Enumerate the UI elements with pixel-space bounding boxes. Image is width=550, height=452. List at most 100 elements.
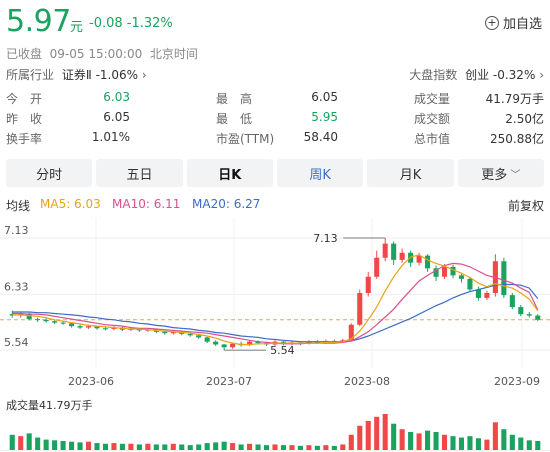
chevron-down-icon: ﹀ [510, 169, 521, 181]
add-to-watchlist-button[interactable]: + 加自选 [484, 13, 542, 32]
industry-link[interactable]: 所属行业 证券Ⅱ -1.06% › [6, 66, 147, 83]
candle [458, 272, 465, 283]
candle-body [60, 322, 66, 324]
ma20-value: MA20: 6.27 [192, 197, 261, 211]
stat-value-high: 6.05 [311, 90, 338, 104]
volume-bar [60, 441, 66, 450]
chevron-right-icon: › [141, 68, 147, 82]
candle-body [314, 341, 320, 344]
volume-bar [297, 445, 303, 450]
stat-value-open: 6.03 [103, 90, 130, 104]
stat-label-low: 最 低 [216, 112, 253, 126]
moving-average-legend: 均线 MA5: 6.03 MA10: 6.11 MA20: 6.27 前复权 [6, 197, 544, 213]
volume-chart [0, 414, 550, 451]
candle [170, 330, 176, 335]
tab-five-day[interactable]: 五日 [96, 159, 183, 187]
candle-body [348, 324, 354, 341]
stat-value-prev-close: 6.05 [103, 110, 130, 124]
stat-value-volume: 41.79万手 [485, 92, 544, 106]
y-tick-label: 5.54 [4, 336, 29, 349]
volume-bar [348, 434, 354, 450]
candle-body [136, 328, 142, 331]
candle-body [450, 266, 456, 276]
volume-bar [221, 441, 227, 450]
candle-body [162, 331, 168, 334]
volume-bar [475, 438, 481, 450]
volume-bar [391, 423, 397, 450]
candle [35, 317, 41, 322]
tab-daily-k[interactable]: 日K [186, 159, 273, 187]
volume-bar [18, 436, 24, 450]
stat-label-turnover-rate: 换手率 [6, 132, 43, 146]
ma20-line [12, 283, 539, 343]
add-to-watchlist-label: 加自选 [502, 17, 542, 32]
volume-bar [247, 443, 253, 450]
max-price-label: 7.13 [313, 232, 338, 245]
candle-body [85, 326, 92, 328]
market-index-link[interactable]: 大盘指数 创业 -0.32% › [409, 66, 544, 83]
volume-bar [340, 444, 346, 450]
tab-more[interactable]: 更多 ﹀ [457, 159, 544, 187]
volume-bar [467, 436, 473, 450]
candlestick-chart[interactable]: 7.13 6.33 5.54 7.13 5.54 [0, 218, 550, 368]
volume-bar [43, 439, 49, 450]
volume-bar [484, 439, 490, 450]
candle-body [374, 257, 380, 277]
stat-value-market-cap: 250.88亿 [490, 132, 544, 146]
ma10-value: MA10: 6.11 [112, 197, 181, 211]
candle-body [441, 266, 448, 277]
volume-bar [187, 445, 193, 450]
price-adjust-toggle[interactable]: 前复权 [507, 199, 544, 213]
candle-body [357, 293, 363, 325]
volume-bar [441, 434, 448, 450]
volume-bar [425, 430, 431, 450]
volume-bar [501, 429, 507, 450]
volume-bar [323, 445, 329, 450]
industry-value: 证券Ⅱ -1.06% [61, 68, 139, 82]
volume-bar [365, 420, 371, 450]
ma-label: 均线 [6, 199, 31, 213]
candle [374, 250, 380, 279]
candle-body [458, 275, 465, 279]
candle-body [213, 341, 219, 345]
stat-label-prev-close: 昨 收 [6, 112, 43, 126]
candle-body [102, 328, 109, 330]
y-tick-label: 6.33 [4, 280, 29, 293]
stat-value-pe: 58.40 [303, 130, 338, 144]
x-axis: 2023-06 2023-07 2023-08 2023-09 [0, 375, 550, 389]
tab-weekly-k[interactable]: 周K [276, 159, 364, 187]
candle-body [391, 243, 397, 260]
candle-body [399, 252, 405, 260]
volume-bar [162, 444, 168, 450]
volume-bar [314, 445, 320, 450]
tab-monthly-k[interactable]: 月K [367, 159, 454, 187]
x-tick-label: 2023-07 [206, 375, 252, 388]
volume-bar [450, 436, 456, 450]
volume-bar [255, 444, 261, 450]
volume-bar [289, 445, 295, 450]
candle-body [77, 326, 83, 328]
candle-body [501, 261, 507, 296]
volume-bar [213, 442, 219, 450]
candle [213, 340, 219, 346]
volume-bar [179, 444, 185, 450]
volume-bar [153, 444, 159, 450]
volume-bar [416, 433, 422, 450]
candle-body [187, 333, 193, 336]
candle [221, 343, 227, 351]
candle [399, 248, 405, 263]
tab-intraday[interactable]: 分时 [6, 159, 93, 187]
current-price: 5.97 [6, 4, 71, 39]
volume-bar [111, 443, 117, 450]
volume-bar [230, 443, 236, 450]
candle-body [509, 295, 515, 308]
volume-label: 成交量41.79万手 [6, 399, 93, 412]
candle [492, 254, 498, 297]
candle-body [26, 313, 32, 320]
candle [77, 324, 83, 329]
plus-circle-icon: + [484, 15, 499, 30]
candle [433, 265, 439, 282]
volume-bar [535, 441, 541, 450]
stat-label-market-cap: 总市值 [414, 132, 451, 146]
candle-body [221, 344, 227, 348]
